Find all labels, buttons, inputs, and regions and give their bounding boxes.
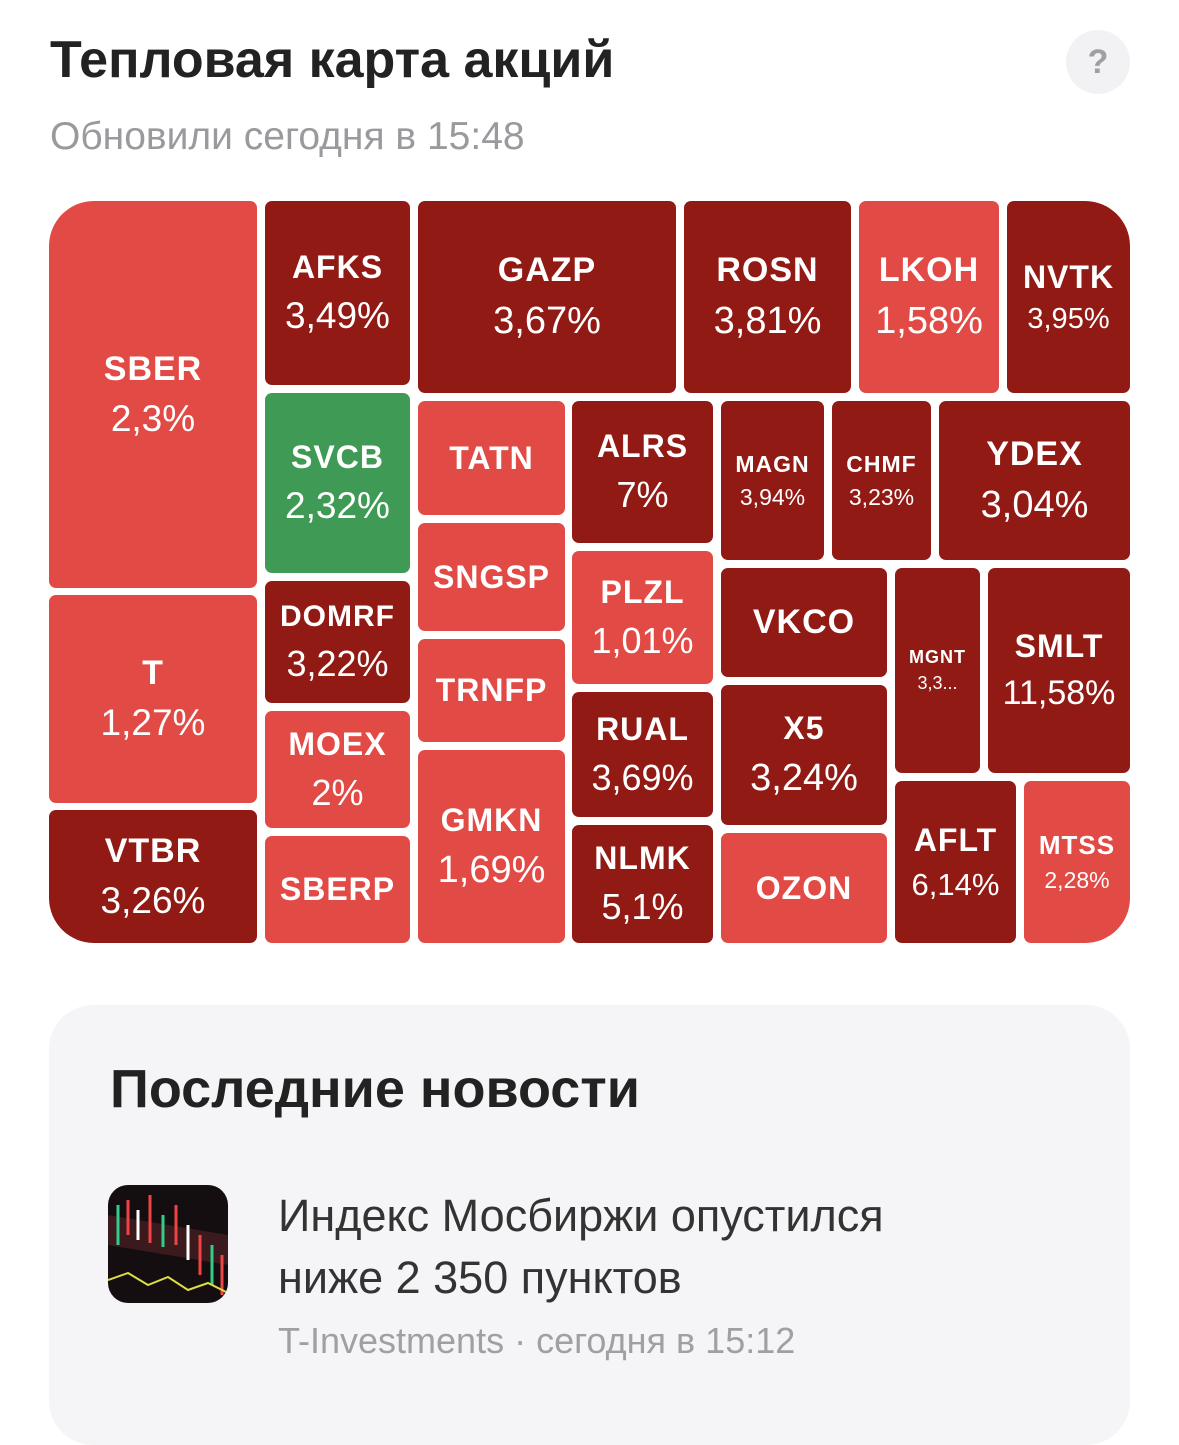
heatmap-tile[interactable]: PLZL 1,01% — [572, 551, 713, 684]
heatmap-tile[interactable]: SBER 2,3% — [49, 201, 257, 588]
change-percent: 3,94% — [739, 483, 806, 510]
ticker: SBERP — [279, 871, 396, 907]
heatmap-tile[interactable]: DOMRF 3,22% — [265, 581, 410, 703]
ticker: SMLT — [1014, 628, 1104, 664]
heatmap-tile[interactable]: RUAL 3,69% — [572, 692, 713, 817]
ticker: GAZP — [497, 251, 597, 289]
thumbnail-image — [108, 1195, 228, 1295]
change-percent: 1,01% — [591, 619, 694, 661]
heatmap-tile[interactable]: ALRS 7% — [572, 401, 713, 543]
ticker: MGNT — [909, 647, 966, 667]
ticker: AFKS — [291, 249, 384, 285]
change-percent: 1,27% — [100, 702, 206, 743]
change-percent: 3,04% — [980, 483, 1089, 526]
change-percent: 6,14% — [911, 866, 1000, 902]
ticker: NLMK — [594, 840, 691, 876]
heatmap-tile[interactable]: TATN — [418, 401, 565, 515]
ticker: OZON — [755, 869, 853, 906]
heatmap-tile[interactable]: NVTK 3,95% — [1007, 201, 1130, 393]
ticker: AFLT — [913, 821, 998, 858]
news-meta: T-Investments · сегодня в 15:12 — [278, 1320, 796, 1361]
help-button[interactable]: ? — [1066, 30, 1130, 94]
change-percent: 2,32% — [285, 485, 390, 526]
change-percent: 3,67% — [493, 300, 601, 342]
ticker: MTSS — [1038, 830, 1116, 860]
heatmap-tile[interactable]: SMLT 11,58% — [988, 568, 1130, 773]
change-percent: 1,58% — [875, 300, 983, 342]
news-headline[interactable]: ниже 2 350 пунктов — [278, 1252, 682, 1303]
ticker: T — [142, 654, 164, 692]
change-percent: 2,3% — [110, 397, 196, 439]
ticker: TATN — [449, 439, 534, 476]
news-card — [49, 1005, 1130, 1445]
heatmap-tile[interactable]: MTSS 2,28% — [1024, 781, 1130, 943]
change-percent: 3,95% — [1027, 302, 1110, 335]
change-percent: 3,69% — [591, 756, 694, 798]
ticker: GMKN — [440, 801, 543, 838]
ticker: X5 — [783, 710, 825, 746]
ticker: TRNFP — [435, 672, 548, 708]
change-percent: 2,28% — [1044, 867, 1110, 893]
change-percent: 3,24% — [750, 757, 858, 799]
news-headline[interactable]: Индекс Мосбиржи опустился — [278, 1190, 884, 1241]
ticker: NVTK — [1022, 258, 1115, 295]
ticker: ROSN — [716, 251, 819, 289]
change-percent: 2% — [311, 771, 364, 813]
heatmap-tile[interactable]: MAGN 3,94% — [721, 401, 824, 560]
heatmap-tile[interactable]: NLMK 5,1% — [572, 825, 713, 943]
heatmap-tile[interactable]: GAZP 3,67% — [418, 201, 676, 393]
heatmap-tile[interactable]: VTBR 3,26% — [49, 810, 257, 943]
change-percent: 3,3... — [917, 673, 958, 693]
ticker: VKCO — [752, 603, 856, 641]
change-percent: 3,49% — [285, 295, 390, 336]
title: Тепловая карта акций — [50, 31, 615, 89]
ticker: DOMRF — [280, 599, 395, 633]
heatmap-tile[interactable]: SNGSP — [418, 523, 565, 631]
heatmap-tile[interactable]: CHMF 3,23% — [832, 401, 931, 560]
news-title: Последние новости — [110, 1059, 640, 1119]
heatmap-tile[interactable]: OZON — [721, 833, 887, 943]
heatmap-tile[interactable]: X5 3,24% — [721, 685, 887, 825]
heatmap-tile[interactable]: AFLT 6,14% — [895, 781, 1016, 943]
heatmap-tile[interactable]: MGNT 3,3... — [895, 568, 980, 773]
change-percent: 5,1% — [601, 886, 684, 927]
heatmap-tile[interactable]: VKCO — [721, 568, 887, 677]
change-percent: 3,26% — [100, 879, 206, 921]
heatmap-tile[interactable]: SVCB 2,32% — [265, 393, 410, 573]
change-percent: 11,58% — [1002, 674, 1116, 712]
subtitle: Обновили сегодня в 15:48 — [50, 115, 525, 158]
heatmap-tile[interactable]: AFKS 3,49% — [265, 201, 410, 385]
ticker: SNGSP — [432, 558, 551, 595]
heatmap-tile[interactable]: ROSN 3,81% — [684, 201, 851, 393]
change-percent: 1,69% — [437, 848, 546, 891]
ticker: MOEX — [288, 725, 387, 762]
ticker: PLZL — [600, 573, 685, 610]
change-percent: 7% — [616, 474, 669, 515]
change-percent: 3,81% — [713, 300, 822, 342]
heatmap-tile[interactable]: MOEX 2% — [265, 711, 410, 828]
ticker: SBER — [103, 349, 203, 388]
heatmap-tile[interactable]: YDEX 3,04% — [939, 401, 1130, 560]
ticker: YDEX — [986, 434, 1083, 473]
ticker: RUAL — [596, 710, 689, 747]
change-percent: 3,23% — [848, 483, 915, 510]
ticker: SVCB — [291, 439, 384, 475]
heatmap-tile[interactable]: SBERP — [265, 836, 410, 943]
heatmap-tile[interactable]: LKOH 1,58% — [859, 201, 999, 393]
ticker: LKOH — [878, 251, 980, 289]
news-thumbnail[interactable] — [108, 1185, 228, 1303]
ticker: MAGN — [735, 450, 810, 477]
ticker: ALRS — [596, 428, 689, 464]
heatmap-tile[interactable]: GMKN 1,69% — [418, 750, 565, 943]
heatmap-tile[interactable]: TRNFP — [418, 639, 565, 742]
ticker: CHMF — [846, 450, 917, 477]
ticker: VTBR — [104, 831, 202, 870]
change-percent: 3,22% — [286, 642, 389, 684]
heatmap-tile[interactable]: T 1,27% — [49, 595, 257, 803]
